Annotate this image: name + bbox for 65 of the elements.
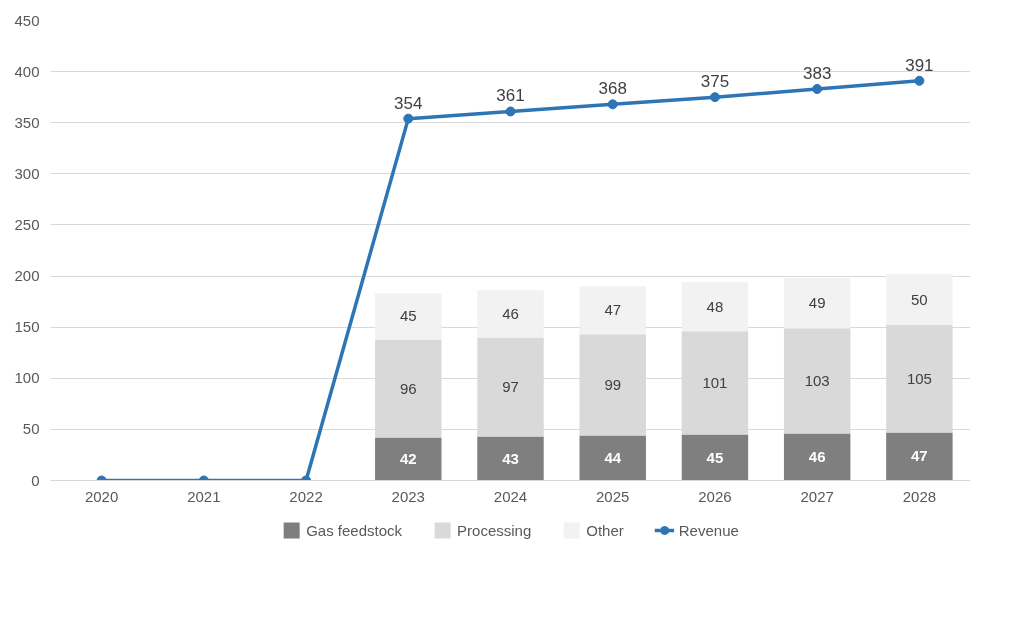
point [505, 106, 516, 117]
bar [681, 434, 749, 481]
x-tick-label: 2023 [391, 487, 425, 505]
data-label: 45 [399, 307, 417, 325]
x-tick-label: 2027 [800, 487, 834, 505]
bar [579, 435, 646, 481]
data-label: 50 [911, 290, 928, 308]
bar [783, 433, 851, 481]
data-label: 47 [604, 301, 622, 319]
x-tick-label: 2021 [187, 487, 221, 505]
y-tick-label: 450 [14, 11, 40, 29]
y-tick-label: 150 [14, 318, 40, 336]
data-label: 43 [502, 449, 519, 467]
legend-label: Gas feedstock [306, 521, 403, 539]
data-label: 96 [399, 379, 417, 397]
y-tick-label: 250 [14, 215, 40, 233]
point [914, 75, 925, 86]
bar [783, 278, 851, 329]
y-tick-label: 0 [31, 471, 40, 489]
data-label: 99 [604, 375, 622, 393]
data-label: 97 [502, 377, 519, 395]
y-tick-label: 400 [14, 62, 40, 80]
legend-label: Revenue [678, 521, 739, 539]
y-tick-label: 200 [14, 267, 40, 285]
data-label: 45 [706, 448, 724, 466]
x-tick-label: 2024 [493, 487, 528, 505]
x-tick-label: 2020 [84, 487, 119, 505]
bar [477, 436, 544, 481]
y-tick-label: 300 [14, 164, 40, 182]
data-label: 368 [598, 79, 627, 99]
data-label: 44 [604, 449, 622, 467]
y-tick-label: 350 [14, 113, 40, 131]
bar [375, 437, 442, 481]
bar [477, 290, 544, 338]
data-label: 383 [802, 63, 832, 83]
data-label: 42 [399, 450, 417, 468]
data-label: 103 [804, 371, 830, 389]
data-label: 361 [496, 86, 525, 106]
bar [886, 432, 953, 481]
data-label: 49 [808, 294, 826, 312]
point [812, 84, 823, 94]
point [709, 92, 720, 103]
data-label: 46 [808, 447, 826, 465]
bar [681, 282, 749, 332]
data-label: 354 [394, 93, 423, 113]
data-label: 48 [706, 297, 724, 315]
bar [375, 293, 442, 340]
y-tick-label: 50 [22, 420, 40, 438]
bar [886, 274, 953, 326]
x-tick-label: 2022 [289, 487, 323, 505]
legend-label: Other [586, 521, 624, 539]
x-tick-label: 2028 [902, 487, 937, 505]
legend-label: Processing [457, 521, 532, 539]
data-label: 47 [911, 447, 928, 465]
bar [579, 286, 646, 335]
data-label: 375 [700, 72, 730, 92]
data-label: 46 [502, 304, 519, 322]
x-tick-label: 2026 [698, 487, 732, 505]
point [403, 113, 414, 124]
point [607, 99, 618, 110]
x-tick-label: 2025 [596, 487, 630, 505]
data-label: 391 [905, 55, 934, 75]
data-label: 101 [702, 373, 728, 391]
data-label: 105 [906, 369, 932, 387]
y-tick-label: 100 [14, 369, 40, 387]
